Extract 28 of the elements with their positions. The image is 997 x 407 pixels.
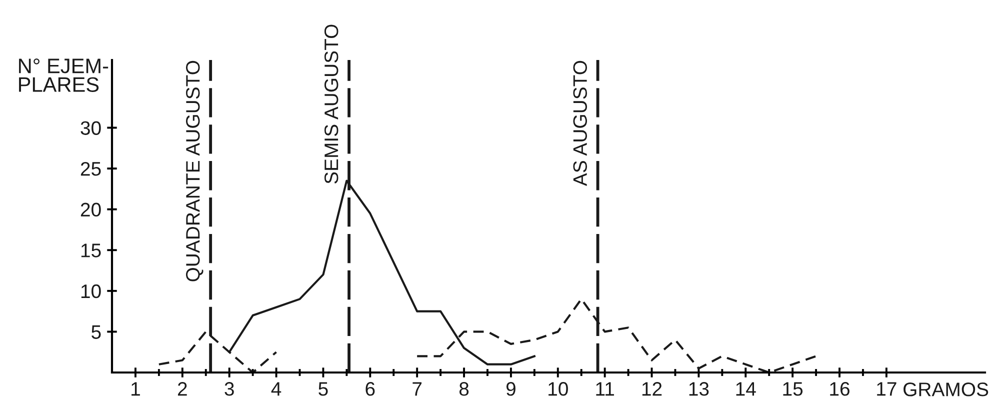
x-tick-label: 10: [548, 382, 568, 396]
x-tick-label: 5: [318, 382, 328, 396]
y-tick-label: 5: [92, 325, 101, 339]
x-tick-label: 4: [271, 382, 282, 396]
x-axis-title: GRAMOS: [904, 382, 988, 396]
x-tick-label: 15: [783, 382, 803, 396]
x-tick-label: 16: [830, 382, 850, 396]
x-tick-label: 14: [736, 382, 756, 396]
x-tick-label: 1: [132, 382, 140, 396]
x-tick-label: 13: [689, 382, 709, 396]
ref-line-label: AS AUGUSTO: [573, 60, 587, 186]
x-tick-label: 3: [224, 382, 234, 396]
y-tick-label: 15: [81, 244, 101, 258]
ref-line-label: SEMIS AUGUSTO: [324, 24, 338, 184]
x-tick-label: 9: [506, 382, 516, 396]
y-tick-label: 20: [80, 202, 101, 217]
y-tick-label: 30: [80, 121, 101, 135]
y-tick-label: 10: [81, 284, 101, 298]
x-tick-label: 7: [412, 382, 422, 396]
x-tick-label: 6: [366, 382, 375, 396]
x-tick-label: 8: [459, 382, 469, 396]
y-tick-label: 25: [80, 162, 101, 176]
x-tick-label: 2: [178, 382, 187, 396]
x-tick-label: 17: [877, 382, 896, 396]
x-tick-label: 12: [642, 382, 662, 396]
ref-line-label: QUADRANTE AUGUSTO: [186, 60, 204, 282]
x-tick-label: 11: [596, 382, 614, 396]
y-axis-title: N° EJEM- PLARES: [19, 58, 108, 92]
